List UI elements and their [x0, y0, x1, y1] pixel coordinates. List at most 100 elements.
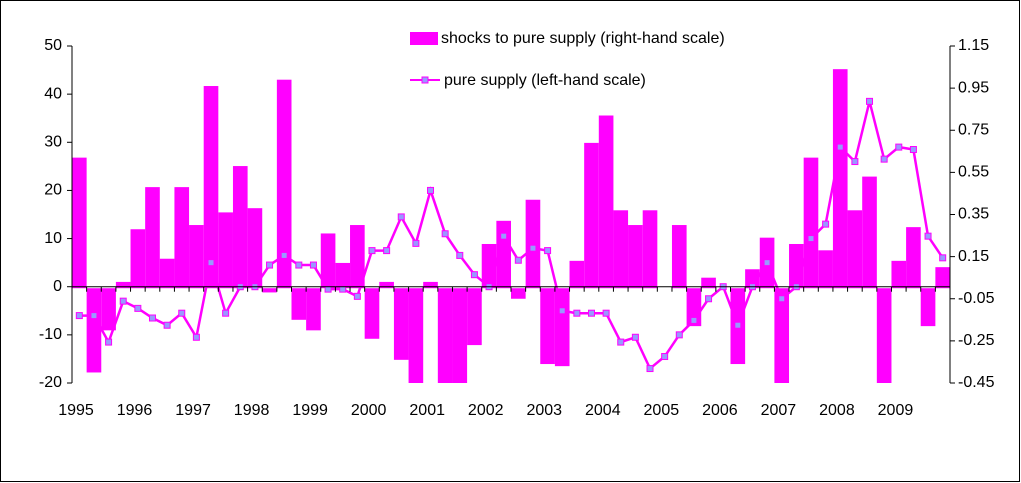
x-tick-label: 2000 [351, 402, 387, 419]
line-marker [529, 244, 537, 252]
bar [189, 225, 204, 289]
line-marker [631, 333, 639, 341]
y-tick-label: -10 [39, 326, 62, 343]
bar [159, 258, 175, 289]
bar [803, 157, 819, 289]
y-tick-label: 40 [44, 85, 62, 102]
y2-tick-label: -0.25 [958, 332, 995, 349]
bar [452, 288, 468, 383]
line-marker [617, 338, 625, 346]
y-tick-label: -20 [39, 374, 62, 391]
y-tick-label: 50 [44, 37, 62, 54]
x-tick-label: 1996 [117, 402, 153, 419]
line-marker [368, 247, 376, 255]
bar [130, 229, 146, 289]
line-marker [661, 353, 669, 361]
y2-tick-label: -0.45 [958, 374, 995, 391]
line-marker [807, 235, 815, 243]
legend-label: pure supply (left-hand scale) [444, 72, 646, 89]
bar [862, 176, 877, 289]
y-tick-label: 20 [44, 182, 62, 199]
bar [423, 281, 438, 289]
line-marker [690, 316, 698, 324]
line-marker [544, 247, 552, 255]
line-marker [514, 256, 522, 264]
bar [554, 288, 570, 367]
legend-swatch [410, 32, 438, 45]
x-tick-label: 2009 [878, 402, 914, 419]
bar [642, 210, 658, 289]
bar [584, 142, 599, 289]
y2-tick-label: 0.55 [958, 164, 989, 181]
bar [291, 288, 307, 320]
line-marker [192, 333, 200, 341]
bar [437, 288, 453, 383]
line-marker [500, 232, 508, 240]
y-tick-label: 10 [44, 230, 62, 247]
bar [891, 260, 907, 289]
bar [276, 79, 292, 289]
line-marker [222, 309, 230, 317]
line-marker [353, 292, 361, 300]
line-marker [105, 338, 113, 346]
bar [701, 277, 716, 289]
bar [628, 225, 643, 289]
line-marker [558, 307, 566, 315]
bar [408, 288, 424, 383]
bar [920, 288, 936, 327]
line-marker [573, 309, 581, 317]
line-marker [207, 259, 215, 267]
bar [876, 288, 892, 383]
line-marker [851, 158, 859, 166]
x-tick-label: 2004 [585, 402, 621, 419]
line-marker [866, 97, 874, 105]
bar [832, 69, 848, 289]
bar [774, 288, 790, 383]
legend-marker [421, 76, 429, 84]
x-tick-label: 2003 [526, 402, 562, 419]
line-marker [75, 312, 83, 320]
legend: shocks to pure supply (right-hand scale)… [410, 30, 725, 89]
line-marker [309, 261, 317, 269]
line-marker [836, 143, 844, 151]
line-marker [924, 232, 932, 240]
line-marker [148, 314, 156, 322]
bar [393, 288, 409, 360]
bar [569, 260, 585, 289]
line-marker [383, 247, 391, 255]
line-marker [339, 285, 347, 293]
y2-tick-label: 0.15 [958, 248, 989, 265]
x-tick-label: 2008 [819, 402, 855, 419]
y2-tick-label: 0.95 [958, 79, 989, 96]
line-marker [470, 271, 478, 279]
bar [496, 220, 511, 289]
bar [203, 86, 219, 289]
bar [906, 227, 921, 289]
line-marker [295, 261, 303, 269]
line-marker [880, 155, 888, 163]
bar [335, 262, 351, 289]
x-tick-label: 2001 [409, 402, 445, 419]
y-tick-label: 30 [44, 134, 62, 151]
bar [320, 233, 336, 289]
line-marker [675, 331, 683, 339]
y2-tick-label: -0.05 [958, 290, 995, 307]
bar [847, 210, 863, 289]
bar [671, 225, 687, 289]
line-marker [587, 309, 595, 317]
y2-tick-label: 1.15 [958, 37, 989, 54]
line-marker [119, 297, 127, 305]
bar [72, 157, 87, 289]
x-tick-label: 1999 [292, 402, 328, 419]
x-tick-label: 1995 [58, 402, 94, 419]
line-marker [163, 321, 171, 329]
bar [540, 288, 555, 365]
line-marker [705, 295, 713, 303]
x-tick-label: 1998 [234, 402, 270, 419]
line-marker [397, 213, 405, 221]
line-marker [646, 365, 654, 373]
bar [935, 267, 950, 289]
line-marker [895, 143, 903, 151]
bar [364, 288, 380, 339]
